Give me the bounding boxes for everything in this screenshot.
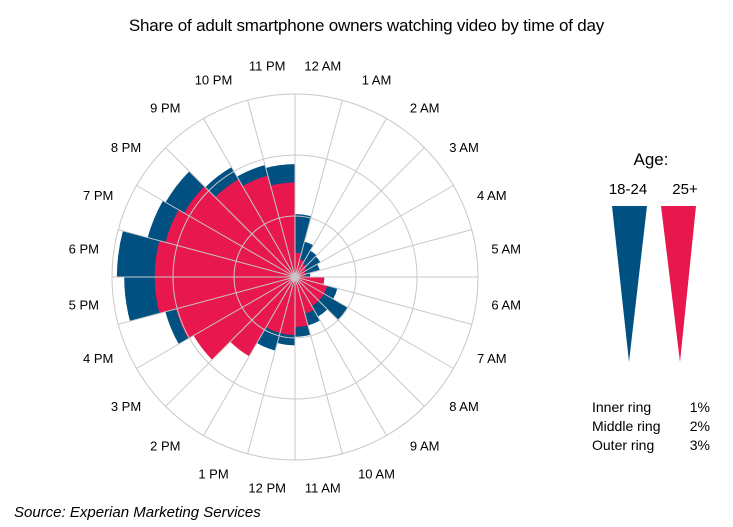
hour-label: 3 PM (111, 399, 141, 414)
hour-label: 7 AM (477, 351, 507, 366)
wedge-25-plus-3-pm (193, 277, 295, 360)
grid-spoke (247, 276, 296, 454)
ring-key: Inner ring 1% Middle ring 2% Outer ring … (592, 398, 710, 455)
wedge-25-plus-4-pm (175, 277, 295, 339)
legend-swatch-18-24 (612, 206, 647, 362)
hour-label: 6 AM (491, 297, 521, 312)
wedge-25-plus-1-pm (266, 277, 295, 333)
wedge-25-plus-9-am (295, 277, 319, 307)
legend-swatches (612, 206, 696, 362)
hour-label: 2 AM (410, 101, 440, 116)
polar-chart: 12 AM 1 AM 2 AM 3 AM 4 AM 5 AM 6 AM 7 AM 8 AM 9 A… (69, 58, 521, 495)
wedge-25-plus-8-pm (184, 186, 295, 277)
hour-label: 1 AM (362, 73, 392, 88)
grid-spoke (165, 147, 296, 278)
grid-spoke (294, 276, 343, 454)
hour-label: 1 PM (198, 466, 228, 481)
legend-swatch-25-plus (661, 206, 696, 362)
legend-name-18-24: 18-24 (608, 181, 648, 198)
hour-label: 7 PM (83, 188, 113, 203)
hour-label: 11 AM (305, 481, 341, 496)
legend-name-25-plus: 25+ (672, 181, 698, 198)
grid-spoke (165, 276, 296, 407)
wedge-25-plus-7-pm (165, 209, 295, 277)
hour-label: 8 AM (449, 399, 479, 414)
grid-spoke (136, 185, 296, 278)
hour-label: 6 PM (69, 242, 99, 257)
ring-key-outer: Outer ring 3% (592, 437, 710, 453)
grid-spoke (294, 276, 454, 369)
polar-grid (111, 93, 479, 461)
ring-key-middle: Middle ring 2% (592, 418, 710, 434)
hour-label: 5 AM (491, 242, 521, 257)
hour-label: 8 PM (111, 140, 141, 155)
grid-spoke (118, 276, 296, 325)
grid-spoke (203, 276, 296, 436)
hour-labels: 12 AM 1 AM 2 AM 3 AM 4 AM 5 AM 6 AM 7 AM 8 AM 9 A… (69, 58, 521, 495)
legend-title: Age: (633, 150, 669, 169)
grid-spoke (203, 118, 296, 278)
grid-spoke (294, 276, 472, 325)
ring-key-inner: Inner ring 1% (592, 399, 710, 415)
hour-label: 10 AM (358, 466, 395, 481)
hour-label: 4 AM (477, 188, 507, 203)
grid-spoke (136, 276, 296, 369)
wedge-25-plus-2-pm (230, 277, 295, 357)
grid-spoke (294, 229, 472, 278)
source-note: Source: Experian Marketing Services (14, 504, 261, 521)
hour-label: 2 PM (150, 439, 180, 454)
grid-spoke (294, 100, 343, 278)
hour-label: 10 PM (195, 73, 233, 88)
hour-label: 9 AM (410, 439, 440, 454)
hour-label: 12 PM (248, 481, 286, 496)
grid-spoke (294, 118, 387, 278)
hour-label: 11 PM (249, 58, 286, 73)
hour-label: 9 PM (150, 101, 180, 116)
grid-spoke (294, 276, 387, 436)
grid-spoke (294, 185, 454, 278)
hour-label: 4 PM (83, 351, 113, 366)
wedge-25-plus-10-pm (242, 175, 295, 277)
hour-label: 12 AM (304, 58, 341, 73)
grid-spoke (294, 147, 425, 278)
chart-title: Share of adult smartphone owners watchin… (128, 16, 605, 35)
hour-label: 3 AM (449, 140, 479, 155)
grid-spoke (118, 229, 296, 278)
wedge-25-plus-9-pm (215, 179, 295, 277)
wedge-25-plus-8-am (295, 277, 325, 301)
grid-spoke (294, 276, 425, 407)
hour-label: 5 PM (69, 297, 99, 312)
grid-spoke (247, 100, 296, 278)
